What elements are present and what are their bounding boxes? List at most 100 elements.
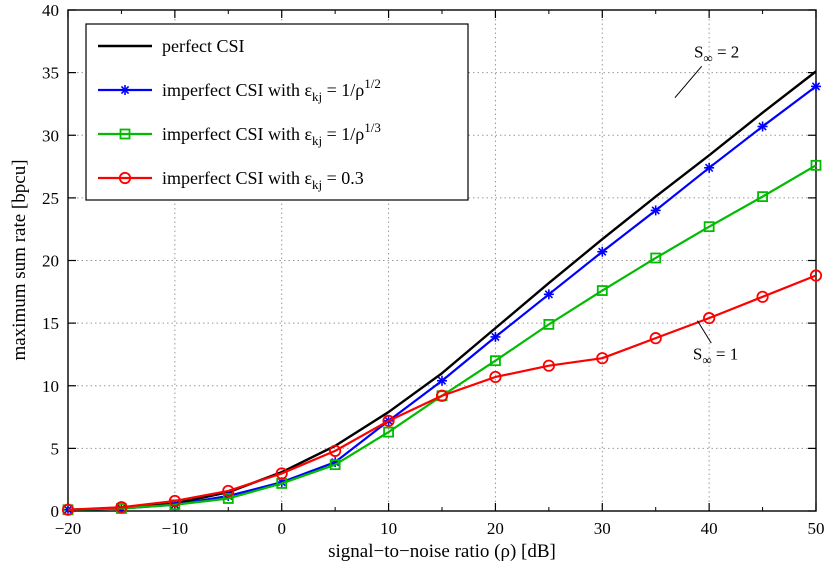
y-tick-label: 25: [42, 189, 59, 208]
asterisk-stroke: [758, 122, 767, 131]
legend-entry-3: imperfect CSI with εkj = 0.3: [98, 168, 364, 192]
circle-glyph: [703, 312, 716, 325]
circle-marker: [756, 290, 769, 303]
square-glyph: [757, 191, 768, 203]
annotation-text-1: S∞ = 1: [693, 344, 738, 367]
x-tick-label: 40: [701, 519, 718, 538]
y-tick-label: 0: [51, 502, 60, 521]
square-marker: [650, 252, 662, 264]
y-tick-label: 30: [42, 126, 59, 145]
circle-marker: [382, 414, 395, 427]
asterisk-stroke: [120, 85, 130, 95]
square-marker: [810, 159, 822, 171]
circle-glyph: [649, 332, 662, 345]
asterisk-marker: [543, 289, 554, 300]
y-tick-label: 5: [51, 439, 60, 458]
asterisk-stroke: [544, 290, 554, 299]
y-axis-label: maximum sum rate [bpcu]: [9, 159, 30, 361]
x-tick-label: 30: [594, 519, 611, 538]
square-glyph: [329, 459, 341, 471]
circle-marker: [809, 269, 823, 282]
annotation-text-0: S∞ = 2: [694, 43, 739, 66]
x-tick-label: −10: [162, 519, 189, 538]
square-marker: [329, 459, 341, 471]
square-glyph: [119, 128, 131, 140]
square-glyph: [543, 318, 555, 330]
circle-marker: [649, 332, 662, 345]
x-tick-label: 0: [277, 519, 286, 538]
circle-marker: [435, 389, 449, 402]
annotation-leader-line: [696, 320, 712, 344]
circle-marker: [118, 171, 132, 185]
legend-label-2: imperfect CSI with εkj = 1/ρ1/3: [162, 120, 381, 148]
asterisk-stroke: [811, 82, 821, 91]
circle-marker: [329, 444, 342, 457]
circle-marker: [222, 484, 235, 498]
square-marker: [757, 191, 768, 203]
x-tick-label: 50: [808, 519, 825, 538]
asterisk-stroke: [598, 247, 607, 256]
y-tick-label: 40: [42, 1, 59, 20]
y-tick-label: 35: [42, 64, 59, 83]
circle-marker: [703, 312, 716, 325]
square-glyph: [703, 221, 715, 233]
asterisk-marker: [120, 85, 130, 95]
square-marker: [119, 128, 131, 140]
square-glyph: [810, 159, 822, 171]
circle-glyph: [222, 484, 235, 498]
annotation-1: S∞ = 1: [693, 320, 738, 367]
circle-glyph: [809, 269, 823, 282]
circle-marker: [115, 501, 128, 514]
asterisk-marker: [757, 121, 768, 132]
x-tick-label: −20: [55, 519, 82, 538]
square-marker: [490, 355, 501, 367]
legend-entry-0: perfect CSI: [98, 36, 244, 56]
circle-marker: [61, 503, 75, 516]
legend-box: [85, 23, 469, 201]
square-glyph: [596, 285, 608, 296]
circle-glyph: [382, 414, 395, 427]
y-tick-label: 20: [42, 252, 59, 271]
circle-glyph: [435, 389, 449, 402]
square-marker: [222, 493, 234, 504]
square-glyph: [490, 355, 501, 367]
circle-glyph: [329, 444, 342, 457]
circle-glyph: [756, 290, 769, 303]
square-marker: [596, 285, 608, 296]
legend-entry-2: imperfect CSI with εkj = 1/ρ1/3: [98, 120, 381, 148]
y-tick-label: 15: [42, 314, 59, 333]
asterisk-marker: [437, 375, 447, 386]
circle-glyph: [596, 352, 609, 365]
circle-marker: [275, 467, 288, 480]
square-glyph: [650, 252, 662, 264]
legend-label-1: imperfect CSI with εkj = 1/ρ1/2: [162, 76, 381, 104]
asterisk-stroke: [651, 206, 660, 215]
series-line-0: [67, 70, 817, 511]
circle-glyph: [275, 467, 288, 480]
asterisk-marker: [811, 81, 821, 92]
asterisk-marker: [490, 331, 501, 342]
circle-glyph: [61, 503, 75, 516]
square-glyph: [383, 426, 394, 438]
circle-marker: [489, 370, 502, 384]
y-tick-label: 10: [42, 377, 59, 396]
asterisk-marker: [597, 246, 608, 257]
circle-marker: [168, 494, 181, 508]
circle-glyph: [489, 370, 502, 384]
circle-glyph: [542, 359, 555, 372]
square-marker: [383, 426, 394, 438]
square-marker: [703, 221, 715, 233]
asterisk-marker: [704, 162, 715, 173]
square-glyph: [222, 493, 234, 504]
circle-marker: [596, 352, 609, 365]
asterisk-marker: [650, 205, 661, 216]
annotation-0: S∞ = 2: [674, 43, 739, 98]
square-marker: [543, 318, 555, 330]
x-tick-label: 20: [487, 519, 504, 538]
x-tick-label: 10: [380, 519, 397, 538]
legend-label-0: perfect CSI: [162, 36, 244, 56]
circle-glyph: [168, 494, 181, 508]
series-line-2: [67, 164, 817, 511]
legend-entry-1: imperfect CSI with εkj = 1/ρ1/2: [98, 76, 381, 104]
